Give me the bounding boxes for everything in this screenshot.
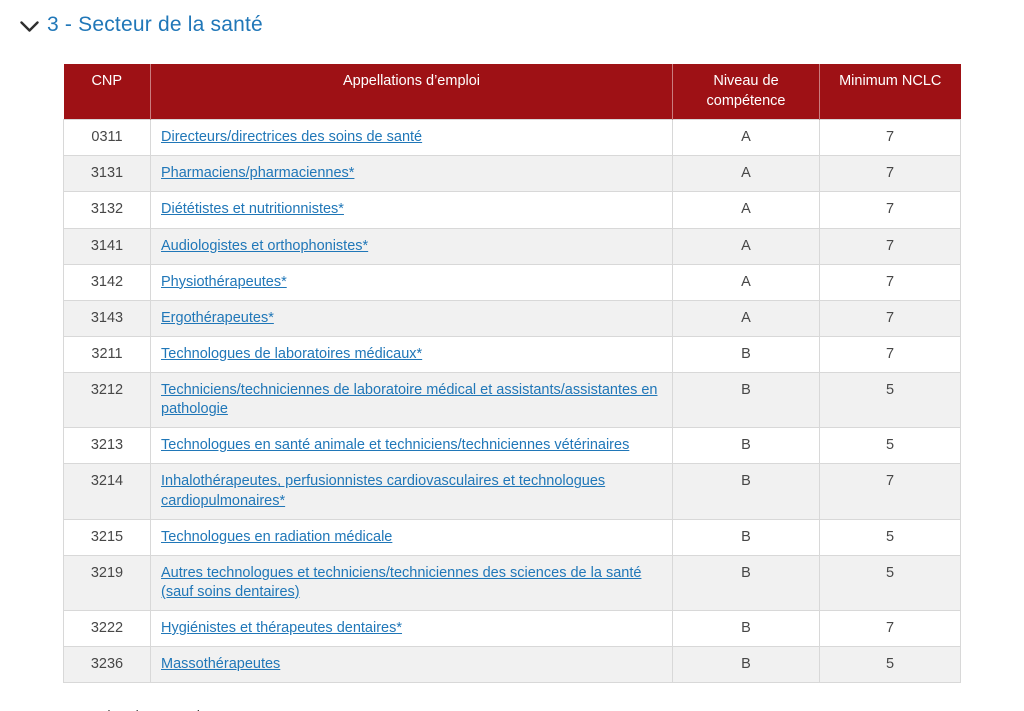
table-row: 3215 Technologues en radiation médicale … bbox=[63, 518, 961, 556]
table-row: 3236 Massothérapeutes B 5 bbox=[63, 646, 961, 684]
nclc-cell: 5 bbox=[819, 518, 961, 556]
cnp-cell: 3219 bbox=[63, 554, 151, 612]
col-header-appellations: Appellations d’emploi bbox=[150, 64, 673, 120]
col-header-cnp: CNP bbox=[63, 64, 151, 120]
cnp-cell: 0311 bbox=[63, 119, 151, 157]
nclc-cell: 7 bbox=[819, 463, 961, 520]
nclc-cell: 7 bbox=[819, 335, 961, 374]
occupations-table: CNP Appellations d’emploi Niveau de comp… bbox=[63, 64, 961, 684]
occupation-cell: Physiothérapeutes* bbox=[150, 263, 673, 301]
level-cell: A bbox=[672, 155, 820, 193]
nclc-cell: 5 bbox=[819, 646, 961, 684]
table-row: 0311 Directeurs/directrices des soins de… bbox=[63, 119, 961, 157]
cnp-cell: 3143 bbox=[63, 299, 151, 337]
section-header[interactable]: 3 - Secteur de la santé bbox=[20, 13, 1024, 37]
level-cell: B bbox=[672, 518, 820, 556]
level-cell: A bbox=[672, 263, 820, 301]
table-row: 3219 Autres technologues et techniciens/… bbox=[63, 554, 961, 612]
occupation-cell: Ergothérapeutes* bbox=[150, 299, 673, 337]
occupation-link[interactable]: Diététistes et nutritionnistes* bbox=[161, 201, 344, 218]
nclc-cell: 5 bbox=[819, 427, 961, 465]
table-row: 3222 Hygiénistes et thérapeutes dentaire… bbox=[63, 609, 961, 648]
occupation-cell: Directeurs/directrices des soins de sant… bbox=[150, 119, 673, 157]
table-row: 3131 Pharmaciens/pharmaciennes* A 7 bbox=[63, 155, 961, 193]
occupation-link[interactable]: Ergothérapeutes* bbox=[161, 309, 274, 326]
footnote: * Regulated Occupation bbox=[63, 709, 1024, 711]
occupation-cell: Inhalothérapeutes, perfusionnistes cardi… bbox=[150, 463, 673, 520]
level-cell: B bbox=[672, 609, 820, 648]
nclc-cell: 7 bbox=[819, 155, 961, 193]
occupation-link[interactable]: Techniciens/techniciennes de laboratoire… bbox=[161, 382, 658, 418]
nclc-cell: 7 bbox=[819, 227, 961, 265]
level-cell: A bbox=[672, 119, 820, 157]
occupation-cell: Pharmaciens/pharmaciennes* bbox=[150, 155, 673, 193]
table-row: 3213 Technologues en santé animale et te… bbox=[63, 427, 961, 465]
occupation-link[interactable]: Inhalothérapeutes, perfusionnistes cardi… bbox=[161, 473, 606, 509]
cnp-cell: 3131 bbox=[63, 155, 151, 193]
cnp-cell: 3211 bbox=[63, 335, 151, 374]
section-title: 3 - Secteur de la santé bbox=[47, 13, 263, 36]
nclc-cell: 5 bbox=[819, 554, 961, 612]
table-header-row: CNP Appellations d’emploi Niveau de comp… bbox=[63, 64, 961, 120]
level-cell: A bbox=[672, 227, 820, 265]
occupation-cell: Massothérapeutes bbox=[150, 646, 673, 684]
nclc-cell: 7 bbox=[819, 609, 961, 648]
table-row: 3142 Physiothérapeutes* A 7 bbox=[63, 263, 961, 301]
nclc-cell: 7 bbox=[819, 119, 961, 157]
occupation-link[interactable]: Massothérapeutes bbox=[161, 656, 281, 673]
nclc-cell: 7 bbox=[819, 191, 961, 229]
col-header-nclc: Minimum NCLC bbox=[819, 64, 961, 120]
cnp-cell: 3222 bbox=[63, 609, 151, 648]
col-header-niveau: Niveau de compétence bbox=[672, 64, 820, 120]
cnp-cell: 3213 bbox=[63, 427, 151, 465]
cnp-cell: 3214 bbox=[63, 463, 151, 520]
table-row: 3214 Inhalothérapeutes, perfusionnistes … bbox=[63, 463, 961, 520]
table-row: 3132 Diététistes et nutritionnistes* A 7 bbox=[63, 191, 961, 229]
nclc-cell: 7 bbox=[819, 263, 961, 301]
occupation-cell: Technologues de laboratoires médicaux* bbox=[150, 335, 673, 374]
level-cell: A bbox=[672, 191, 820, 229]
occupation-link[interactable]: Directeurs/directrices des soins de sant… bbox=[161, 129, 423, 146]
chevron-down-icon[interactable] bbox=[20, 20, 39, 33]
occupation-cell: Technologues en santé animale et technic… bbox=[150, 427, 673, 465]
occupation-link[interactable]: Technologues en santé animale et technic… bbox=[161, 437, 630, 454]
occupation-cell: Diététistes et nutritionnistes* bbox=[150, 191, 673, 229]
table-body: 0311 Directeurs/directrices des soins de… bbox=[63, 119, 961, 684]
nclc-cell: 5 bbox=[819, 371, 961, 429]
table-row: 3211 Technologues de laboratoires médica… bbox=[63, 335, 961, 374]
cnp-cell: 3236 bbox=[63, 646, 151, 684]
cnp-cell: 3132 bbox=[63, 191, 151, 229]
level-cell: B bbox=[672, 554, 820, 612]
occupation-cell: Techniciens/techniciennes de laboratoire… bbox=[150, 371, 673, 429]
cnp-cell: 3212 bbox=[63, 371, 151, 429]
table-row: 3141 Audiologistes et orthophonistes* A … bbox=[63, 227, 961, 265]
nclc-cell: 7 bbox=[819, 299, 961, 337]
occupation-link[interactable]: Physiothérapeutes* bbox=[161, 273, 287, 290]
table-row: 3212 Techniciens/techniciennes de labora… bbox=[63, 371, 961, 429]
occupation-cell: Technologues en radiation médicale bbox=[150, 518, 673, 556]
occupation-cell: Audiologistes et orthophonistes* bbox=[150, 227, 673, 265]
level-cell: B bbox=[672, 427, 820, 465]
cnp-cell: 3215 bbox=[63, 518, 151, 556]
occupation-link[interactable]: Autres technologues et techniciens/techn… bbox=[161, 564, 642, 600]
occupation-cell: Autres technologues et techniciens/techn… bbox=[150, 554, 673, 612]
occupation-link[interactable]: Audiologistes et orthophonistes* bbox=[161, 237, 369, 254]
occupation-link[interactable]: Technologues en radiation médicale bbox=[161, 528, 393, 545]
level-cell: B bbox=[672, 463, 820, 520]
level-cell: A bbox=[672, 299, 820, 337]
level-cell: B bbox=[672, 371, 820, 429]
occupation-cell: Hygiénistes et thérapeutes dentaires* bbox=[150, 609, 673, 648]
occupation-link[interactable]: Hygiénistes et thérapeutes dentaires* bbox=[161, 620, 403, 636]
level-cell: B bbox=[672, 646, 820, 684]
table-row: 3143 Ergothérapeutes* A 7 bbox=[63, 299, 961, 337]
cnp-cell: 3142 bbox=[63, 263, 151, 301]
cnp-cell: 3141 bbox=[63, 227, 151, 265]
occupation-link[interactable]: Technologues de laboratoires médicaux* bbox=[161, 345, 423, 362]
table-header: CNP Appellations d’emploi Niveau de comp… bbox=[63, 64, 961, 120]
level-cell: B bbox=[672, 335, 820, 374]
occupation-link[interactable]: Pharmaciens/pharmaciennes* bbox=[161, 165, 355, 182]
